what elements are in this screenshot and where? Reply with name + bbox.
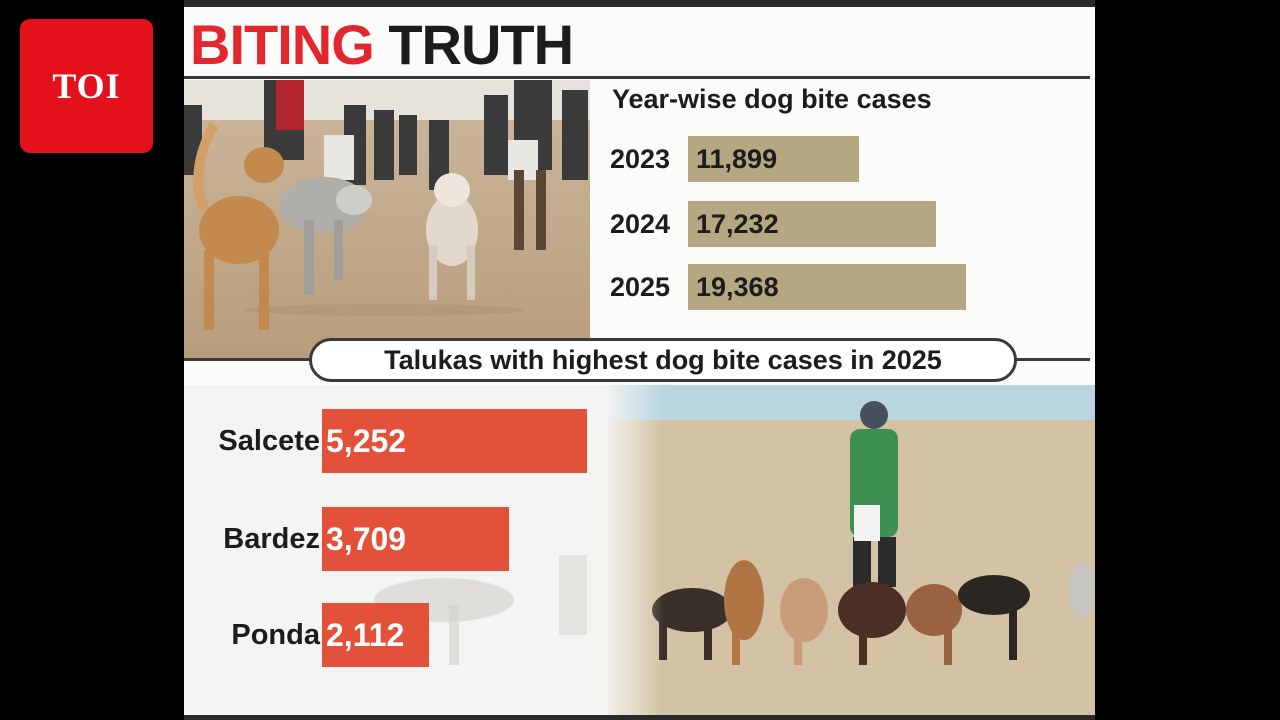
- beach-dogs-photo: [184, 80, 590, 358]
- taluka-title-pill: Talukas with highest dog bite cases in 2…: [309, 338, 1017, 382]
- bottom-rule: [184, 715, 1095, 720]
- taluka-label: Bardez: [223, 523, 320, 555]
- taluka-bar: [322, 409, 587, 473]
- headline-red: BITING: [190, 13, 375, 76]
- infographic-panel: BITING TRUTH: [184, 0, 1095, 720]
- top-rule: [184, 0, 1095, 7]
- taluka-value-label: 2,112: [326, 617, 405, 653]
- year-value-label: 17,232: [696, 209, 779, 239]
- year-value-label: 11,899: [696, 144, 778, 174]
- headline: BITING TRUTH: [190, 13, 574, 76]
- taluka-label: Salcete: [218, 425, 320, 457]
- taluka-chart-title: Talukas with highest dog bite cases in 2…: [384, 345, 942, 375]
- year-value-label: 19,368: [696, 272, 779, 302]
- logo-text: TOI: [52, 66, 121, 106]
- year-label: 2023: [610, 144, 671, 174]
- taluka-value-label: 5,252: [326, 423, 407, 459]
- headline-rule: [184, 76, 1090, 79]
- taluka-bar: [322, 507, 509, 571]
- toi-logo[interactable]: TOI: [20, 19, 153, 153]
- year-bar: [688, 264, 966, 310]
- yearwise-chart-title: Year-wise dog bite cases: [612, 84, 932, 114]
- taluka-bar: [322, 603, 429, 667]
- year-bar: [688, 201, 936, 247]
- year-bar: [688, 136, 859, 182]
- man-feeding-dogs-photo: [604, 385, 1095, 720]
- taluka-value-label: 3,709: [326, 521, 407, 557]
- taluka-label: Ponda: [231, 619, 320, 651]
- year-label: 2024: [610, 209, 671, 239]
- year-label: 2025: [610, 272, 671, 302]
- headline-black: TRUTH: [388, 13, 574, 76]
